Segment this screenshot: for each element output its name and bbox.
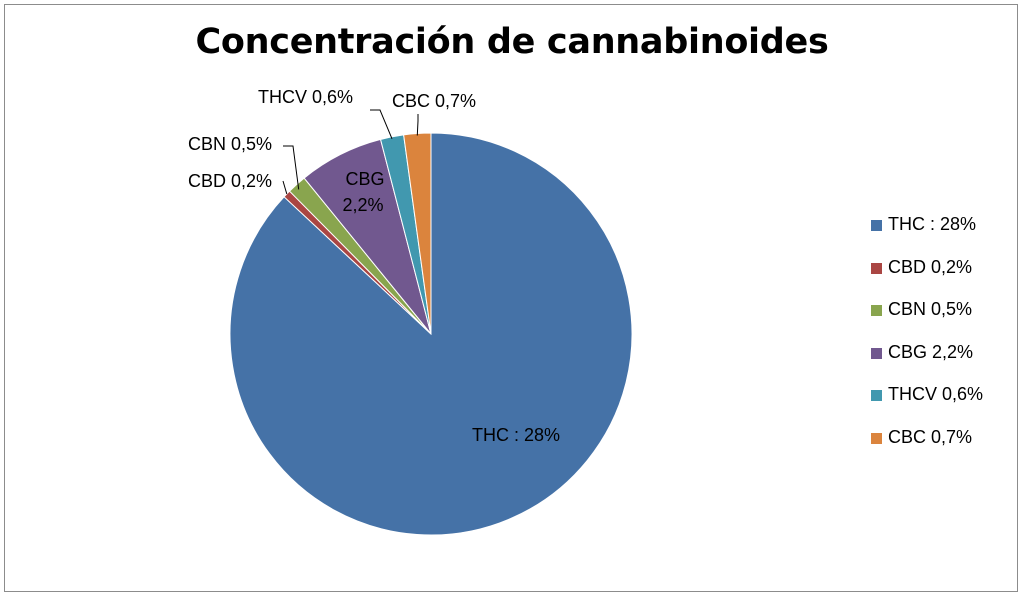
legend-swatch — [871, 220, 882, 231]
data-label: CBD 0,2% — [188, 171, 272, 191]
legend-swatch — [871, 390, 882, 401]
legend-swatch — [871, 305, 882, 316]
legend-label: CBD 0,2% — [888, 256, 973, 277]
legend-item: THC : 28% — [871, 214, 1021, 257]
leader-line — [283, 145, 300, 190]
legend-item: CBN 0,5% — [871, 299, 1021, 342]
leader-line — [370, 109, 393, 140]
legend-label: CBN 0,5% — [888, 299, 973, 319]
legend-item: CBC 0,7% — [871, 427, 1021, 470]
pie-slice — [229, 132, 633, 536]
legend-label: THC : 28% — [888, 214, 977, 234]
chart-title: Concentración de cannabinoides — [195, 22, 829, 62]
legend-item: CBG 2,2% — [871, 342, 1021, 385]
legend-swatch — [871, 347, 882, 359]
data-label: THCV 0,6% — [258, 87, 353, 107]
data-label: CBC 0,7% — [392, 91, 476, 111]
data-label: CBN 0,5% — [188, 134, 272, 154]
legend-swatch — [871, 432, 882, 444]
data-label: 2,2% — [342, 195, 383, 215]
legend-label: THCV 0,6% — [888, 384, 984, 404]
data-label: THC : 28% — [472, 425, 560, 445]
legend-swatch — [871, 262, 882, 274]
legend-label: CBC 0,7% — [888, 426, 973, 447]
legend: THC : 28% CBD 0,2% CBN 0,5% CBG 2,2% THC… — [871, 214, 1021, 469]
legend-item: CBD 0,2% — [871, 257, 1021, 300]
leader-line — [282, 180, 288, 195]
leader-line — [416, 114, 419, 136]
legend-label: CBG 2,2% — [888, 341, 974, 362]
data-label: CBG — [345, 169, 384, 189]
legend-item: THCV 0,6% — [871, 384, 1021, 427]
